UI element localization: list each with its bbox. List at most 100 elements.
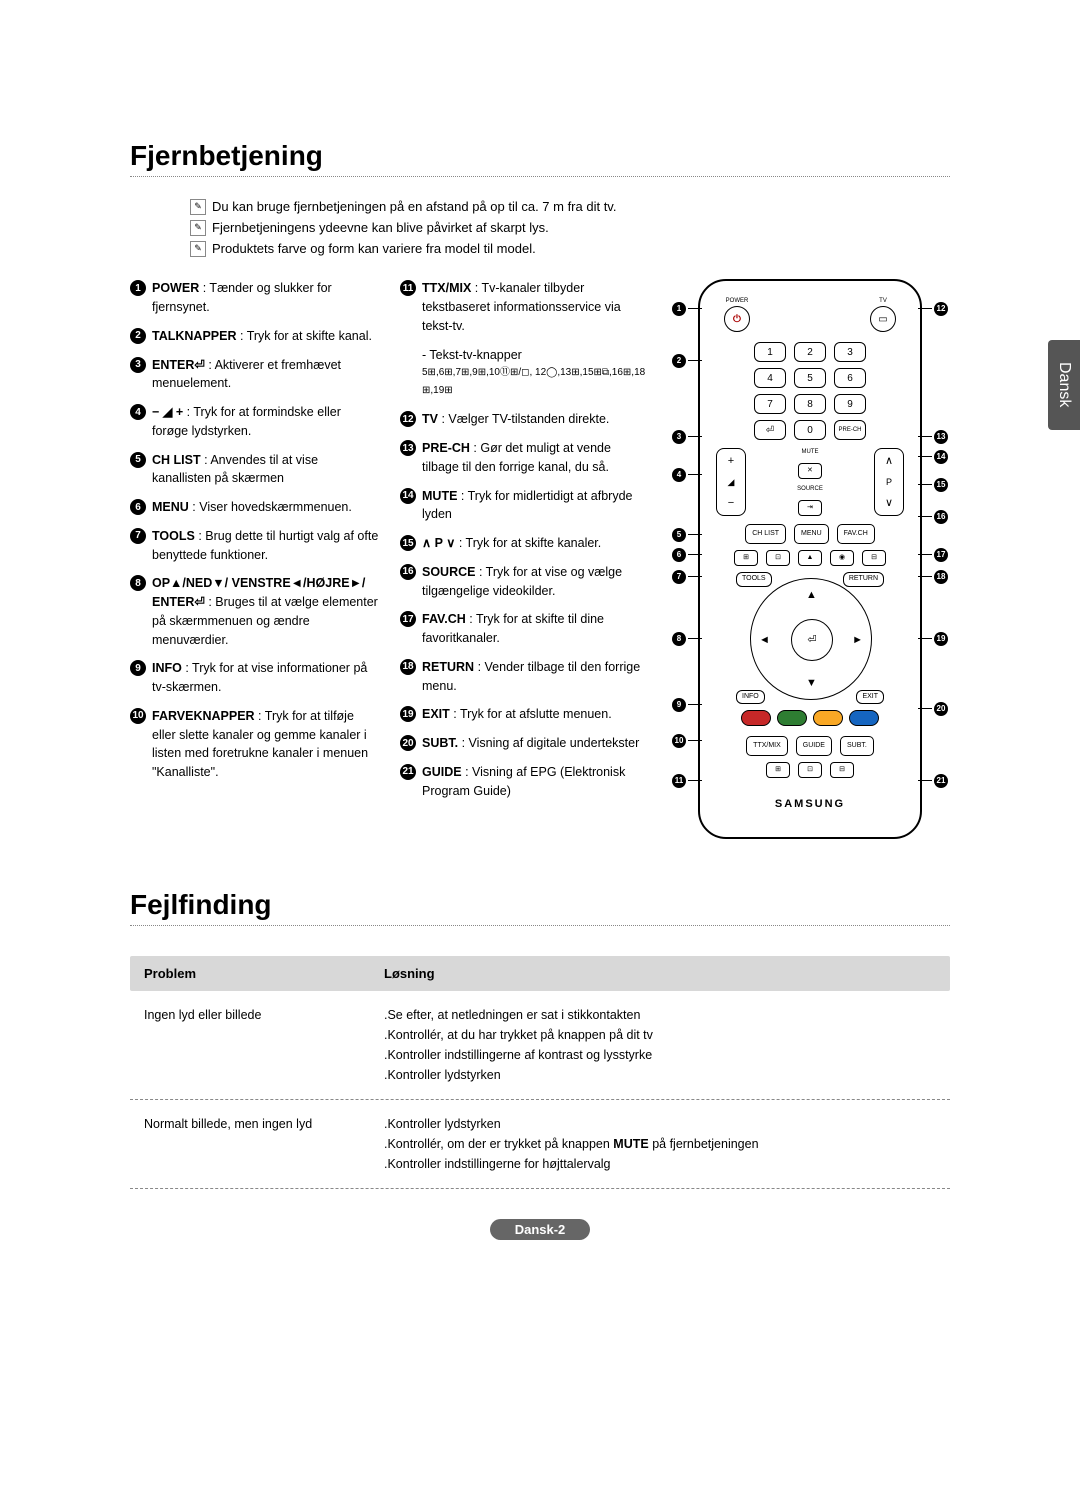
enter-row: ⏎ 0 PRE-CH xyxy=(710,420,910,440)
source-button[interactable]: ⇥ xyxy=(798,500,822,516)
small-button[interactable]: ⊡ xyxy=(798,762,822,778)
callout-number: 21 xyxy=(400,764,416,780)
ttxmix-button[interactable]: TTX/MIX xyxy=(746,736,788,756)
item-label: FAV.CH xyxy=(422,612,466,626)
small-button[interactable]: ⊟ xyxy=(830,762,854,778)
enter-button[interactable]: ⏎ xyxy=(754,420,786,440)
extra-row: ⊞ ⊡ ⊟ xyxy=(710,762,910,778)
remote-function-item: 6MENU : Viser hovedskærmmenuen. xyxy=(130,498,380,517)
note-text: Du kan bruge fjernbetjeningen på en afst… xyxy=(212,197,616,218)
num-button[interactable]: 2 xyxy=(794,342,826,362)
exit-button[interactable]: EXIT xyxy=(856,690,884,705)
num-button[interactable]: 4 xyxy=(754,368,786,388)
item-body: OP▲/NED▼/ VENSTRE◄/HØJRE►/ ENTER⏎ : Brug… xyxy=(152,574,380,649)
tv-button[interactable]: ▭ xyxy=(870,306,896,332)
remote-function-item: 20SUBT. : Visning af digitale undertekst… xyxy=(400,734,650,753)
numpad-row: 123 xyxy=(710,342,910,362)
small-button[interactable]: ▲ xyxy=(798,550,822,566)
callout-number: 5 xyxy=(130,452,146,468)
callout-number: 3 xyxy=(130,357,146,373)
num-button[interactable]: 8 xyxy=(794,394,826,414)
num-button[interactable]: 0 xyxy=(794,420,826,440)
callout-right: 12 xyxy=(918,301,948,316)
num-button[interactable]: 3 xyxy=(834,342,866,362)
remote-function-item: 5CH LIST : Anvendes til at vise kanallis… xyxy=(130,451,380,489)
num-button[interactable]: 5 xyxy=(794,368,826,388)
remote-function-item: 19EXIT : Tryk for at afslutte menuen. xyxy=(400,705,650,724)
callout-number: 2 xyxy=(130,328,146,344)
callout-left: 5 xyxy=(672,527,702,542)
num-button[interactable]: 6 xyxy=(834,368,866,388)
item-body: FAV.CH : Tryk for at skifte til dine fav… xyxy=(422,610,650,648)
tv-label: TV xyxy=(870,297,896,306)
callout-right: 21 xyxy=(918,773,948,788)
item-body: − ◢ + : Tryk for at formindske eller for… xyxy=(152,403,380,441)
color-button[interactable] xyxy=(849,710,879,726)
remote-columns: 1POWER : Tænder og slukker for fjernsyne… xyxy=(130,279,950,839)
small-button[interactable]: ⊡ xyxy=(766,550,790,566)
item-label: CH LIST xyxy=(152,453,201,467)
divider xyxy=(130,176,950,177)
num-button[interactable]: 9 xyxy=(834,394,866,414)
tools-button[interactable]: TOOLS xyxy=(736,572,772,587)
small-button[interactable]: ⊞ xyxy=(766,762,790,778)
mute-button[interactable]: ✕ xyxy=(798,463,822,479)
small-button[interactable]: ◉ xyxy=(830,550,854,566)
menu-button[interactable]: MENU xyxy=(794,524,829,544)
chlist-button[interactable]: CH LIST xyxy=(745,524,786,544)
guide-button[interactable]: GUIDE xyxy=(796,736,832,756)
dpad-enter[interactable]: ⏎ xyxy=(791,619,833,661)
channel-rocker[interactable]: ∧P∨ xyxy=(874,448,904,516)
callout-number: 9 xyxy=(130,660,146,676)
power-button[interactable]: ⏻ xyxy=(724,306,750,332)
table-row: Normalt billede, men ingen lyd.Kontrolle… xyxy=(130,1100,950,1189)
arrow-up-icon: ▲ xyxy=(806,587,817,604)
remote-function-item: 9 INFO : Tryk for at vise informationer p… xyxy=(130,659,380,697)
subt-button[interactable]: SUBT. xyxy=(840,736,874,756)
callout-right: 15 xyxy=(918,477,948,492)
item-label: POWER xyxy=(152,281,199,295)
item-text: : Vælger TV-tilstanden direkte. xyxy=(438,412,609,426)
color-button[interactable] xyxy=(813,710,843,726)
callout-number: 17 xyxy=(400,611,416,627)
prech-button[interactable]: PRE-CH xyxy=(834,420,866,440)
item-label: PRE-CH xyxy=(422,441,470,455)
item-label: GUIDE xyxy=(422,765,462,779)
num-button[interactable]: 1 xyxy=(754,342,786,362)
return-button[interactable]: RETURN xyxy=(843,572,884,587)
callout-number: 1 xyxy=(130,280,146,296)
item-body: MENU : Viser hovedskærmmenuen. xyxy=(152,498,352,517)
favch-button[interactable]: FAV.CH xyxy=(837,524,875,544)
remote-function-item: 3ENTER⏎ : Aktiverer et fremhævet menuele… xyxy=(130,356,380,394)
callout-number: 11 xyxy=(400,280,416,296)
solution-line: .Kontroller lydstyrken xyxy=(384,1114,936,1134)
item-text: : Tryk for at vise informationer på tv-s… xyxy=(152,661,367,694)
color-button[interactable] xyxy=(741,710,771,726)
dpad: TOOLSRETURNINFOEXIT▲▼◄►⏎ xyxy=(750,578,870,698)
callout-number: 16 xyxy=(400,564,416,580)
remote-function-item: 4− ◢ + : Tryk for at formindske eller fo… xyxy=(130,403,380,441)
note-line: ✎ Du kan bruge fjernbetjeningen på en afs… xyxy=(190,197,950,218)
info-button[interactable]: INFO xyxy=(736,690,765,705)
color-button[interactable] xyxy=(777,710,807,726)
item-body: FARVEKNAPPER : Tryk for at tilføje eller… xyxy=(152,707,380,782)
note-icon: ✎ xyxy=(190,199,206,215)
small-button[interactable]: ⊞ xyxy=(734,550,758,566)
volume-rocker[interactable]: +◢− xyxy=(716,448,746,516)
power-label: POWER xyxy=(724,297,750,306)
callout-number: 7 xyxy=(130,528,146,544)
dpad-ring[interactable]: ▲▼◄►⏎ xyxy=(750,578,872,700)
column-middle: 11TTX/MIX : Tv-kanaler tilbyder tekstbas… xyxy=(400,279,650,839)
item-body: INFO : Tryk for at vise informationer på… xyxy=(152,659,380,697)
item-label: EXIT xyxy=(422,707,450,721)
note-line: ✎Produktets farve og form kan variere fr… xyxy=(190,239,950,260)
header-solution: Løsning xyxy=(384,966,936,981)
num-button[interactable]: 7 xyxy=(754,394,786,414)
remote-function-item: 1POWER : Tænder og slukker for fjernsyne… xyxy=(130,279,380,317)
solution-line: .Se efter, at netledningen er sat i stik… xyxy=(384,1005,936,1025)
item-body: SOURCE : Tryk for at vise og vælge tilgæ… xyxy=(422,563,650,601)
item-label: TALKNAPPER xyxy=(152,329,237,343)
small-button[interactable]: ⊟ xyxy=(862,550,886,566)
item-label: ∧ P ∨ xyxy=(422,536,455,550)
item-label: FARVEKNAPPER xyxy=(152,709,255,723)
